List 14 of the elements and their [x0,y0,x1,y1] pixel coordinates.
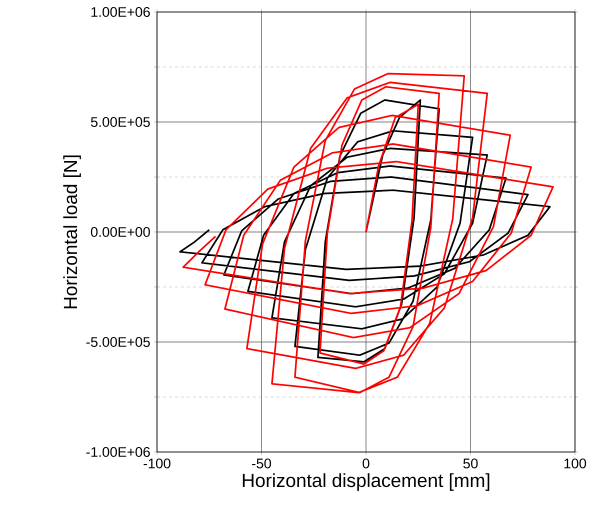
y-tick-label: -1.00E+06 [86,447,150,457]
y-tick-label: 5.00E+05 [90,117,150,127]
x-tick-label: 100 [564,458,586,468]
line-series [182,72,554,394]
x-tick-label: -50 [252,458,272,468]
y-axis-title: Horizontal load [N] [63,156,81,308]
x-tick-label: 0 [362,458,370,468]
x-axis-title: Horizontal displacement [mm] [242,473,490,491]
line-series [179,99,551,363]
y-tick-label: -5.00E+05 [86,337,150,347]
x-tick-label: -100 [144,458,170,468]
y-tick-label: 0.00E+00 [90,227,150,237]
x-tick-label: 50 [463,458,478,468]
y-tick-label: 1.00E+06 [91,7,150,17]
